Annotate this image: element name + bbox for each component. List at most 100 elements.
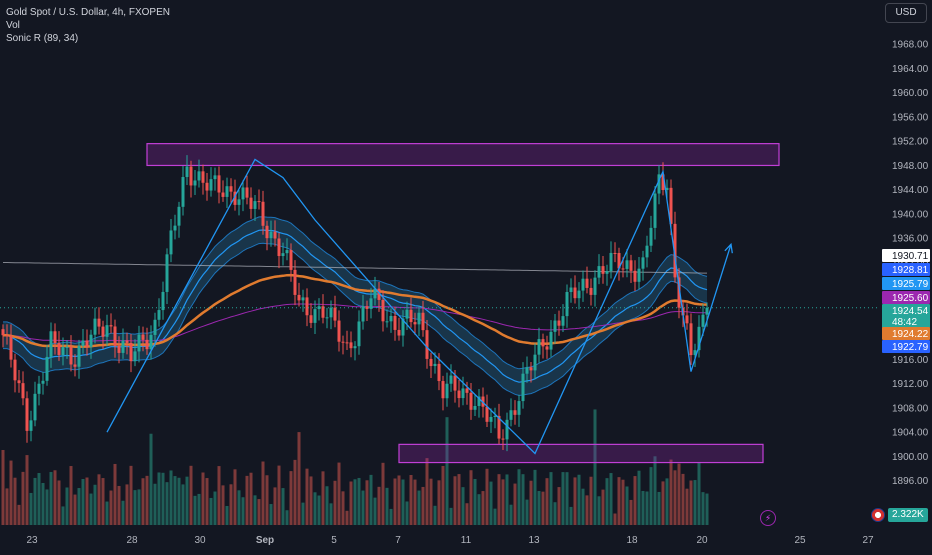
price-label: 1930.71 <box>882 249 930 262</box>
candle <box>5 324 9 345</box>
price-label-text: 48:42 <box>892 317 917 328</box>
volume-bar <box>229 484 233 525</box>
candle-body <box>689 323 693 356</box>
candle <box>517 394 521 427</box>
candle <box>409 297 413 328</box>
price-label: 1925.79 <box>882 277 930 290</box>
candle <box>661 162 665 196</box>
volume-bar <box>141 478 145 525</box>
candle <box>701 304 705 337</box>
candle <box>361 294 365 330</box>
candle <box>645 235 649 268</box>
price-tick-label: 1944.00 <box>892 185 929 196</box>
candle-body <box>553 320 557 332</box>
candle-body <box>365 306 369 309</box>
volume-bar <box>157 472 161 525</box>
candle-body <box>41 380 45 384</box>
volume-bar <box>113 463 117 525</box>
volume-bar <box>541 491 545 525</box>
time-tick-label: Sep <box>256 535 274 546</box>
volume-bar <box>273 487 277 525</box>
candle-body <box>505 419 509 440</box>
volume-bar <box>177 477 181 525</box>
candle <box>197 159 201 188</box>
volume-bar <box>449 507 453 525</box>
candle <box>37 375 41 406</box>
volume-bar <box>697 462 701 525</box>
candle <box>205 173 209 201</box>
candle-body <box>589 287 593 295</box>
volume-bar <box>549 472 553 525</box>
volume-bar <box>233 469 237 525</box>
candle <box>629 254 633 283</box>
volume-bar <box>569 506 573 525</box>
candle <box>385 309 389 328</box>
candle-body <box>277 238 281 257</box>
candle <box>445 372 449 407</box>
candle <box>401 310 405 347</box>
candle-body <box>13 359 17 381</box>
volume-bar <box>133 490 137 525</box>
volume-bar <box>493 508 497 525</box>
candle-body <box>677 277 681 308</box>
candle <box>573 275 577 304</box>
candle-body <box>153 319 157 335</box>
candle <box>261 190 265 235</box>
candle-body <box>617 252 621 269</box>
candle-body <box>81 340 85 346</box>
candle <box>497 403 501 445</box>
candle <box>29 410 33 442</box>
wave-path <box>106 158 732 455</box>
candle-body <box>317 306 321 310</box>
volume-bar <box>65 487 69 525</box>
price-label-text: 1922.79 <box>892 342 929 353</box>
candle <box>317 298 321 321</box>
candle <box>85 329 89 356</box>
candle-body <box>245 187 249 198</box>
volume-bar <box>53 470 57 525</box>
volume-bar <box>373 497 377 525</box>
candle <box>181 165 185 216</box>
candle-body <box>273 231 277 239</box>
candle-body <box>493 415 497 417</box>
symbol-title[interactable]: Gold Spot / U.S. Dollar, 4h, FXOPEN <box>6 7 170 18</box>
candle-body <box>289 250 293 270</box>
volume-bar <box>389 508 393 525</box>
volume-bar <box>365 480 369 525</box>
candle <box>353 341 357 361</box>
sonic-r-indicator-label[interactable]: Sonic R (89, 34) <box>6 33 79 44</box>
lightning-icon[interactable]: ⚡ <box>760 510 776 526</box>
volume-bar <box>473 478 477 525</box>
candle-body <box>701 314 705 327</box>
candle <box>305 288 309 327</box>
candle <box>129 334 133 373</box>
candle-body <box>593 277 597 295</box>
candle <box>65 339 69 359</box>
candle <box>213 167 217 191</box>
price-label: 1924.54 <box>882 304 930 317</box>
volume-indicator-label[interactable]: Vol <box>6 20 20 31</box>
candle-body <box>297 294 301 301</box>
candle <box>221 180 225 202</box>
volume-bar <box>353 479 357 525</box>
candle <box>533 343 537 379</box>
candle-body <box>177 206 181 226</box>
candle-body <box>209 179 213 191</box>
candle-body <box>661 174 665 191</box>
candle-body <box>89 334 93 347</box>
volume-bar <box>625 486 629 525</box>
candle <box>301 289 305 312</box>
candle-body <box>665 187 669 191</box>
candle-body <box>173 225 177 231</box>
candle <box>493 407 497 429</box>
volume-bar <box>217 466 221 525</box>
candle <box>1 324 5 348</box>
volume-bar <box>305 468 309 525</box>
candle-body <box>145 339 149 350</box>
currency-button[interactable]: USD <box>885 3 927 23</box>
candle-body <box>417 312 421 325</box>
candle-body <box>489 416 493 422</box>
price-tick-label: 1904.00 <box>892 428 929 439</box>
